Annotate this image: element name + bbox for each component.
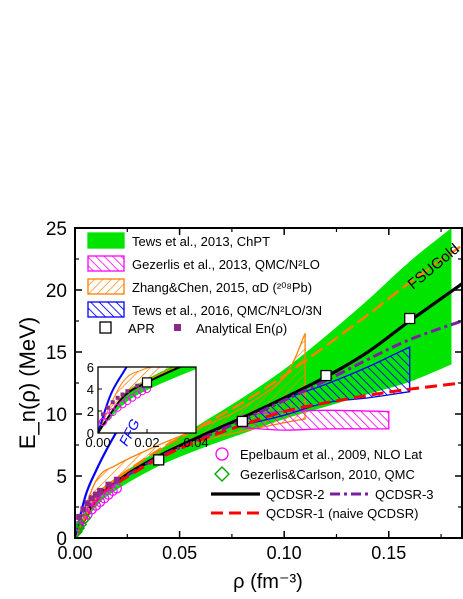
legend-analytical-label: Analytical En(ρ): [196, 321, 287, 336]
inset-plot: [98, 367, 196, 433]
x-tick-label: 0.05: [162, 543, 197, 563]
legend-analytical-marker: [174, 324, 181, 331]
legend-apr-label: APR: [128, 321, 155, 336]
inset-analytical-point: [115, 395, 120, 400]
legend-label: Zhang&Chen, 2015, αD (²⁰⁸Pb): [132, 280, 312, 295]
legend-label: QCDSR-3: [375, 487, 434, 502]
inset-y-tick-label: 2: [87, 404, 94, 419]
gezerlis-carlson-point: [75, 525, 84, 538]
y-tick-label: 0: [56, 529, 67, 550]
y-tick-label: 5: [56, 467, 67, 488]
analytical-point: [84, 500, 91, 507]
analytical-point: [80, 506, 87, 513]
analytical-point: [113, 476, 120, 483]
legend-apr-marker: [99, 321, 112, 334]
inset-x-tick-label: 0.02: [134, 435, 159, 450]
inset-ffg-line: [98, 367, 128, 433]
y-tick-label: 20: [46, 281, 67, 302]
y-tick-label: 15: [46, 343, 67, 364]
apr-point: [236, 415, 249, 428]
analytical-point: [92, 491, 99, 498]
inset-analytical-point: [110, 400, 115, 405]
x-axis-label: ρ (fm⁻³): [233, 571, 303, 593]
inset-analytical-point: [105, 405, 110, 410]
analytical-point: [105, 481, 112, 488]
legend-label: Gezerlis et al., 2013, QMC/N²LO: [132, 257, 320, 272]
legend-swatch: [87, 301, 125, 318]
inset-y-tick-label: 0: [87, 426, 94, 441]
apr-point: [153, 454, 165, 466]
analytical-point: [97, 487, 104, 494]
legend-swatch: [87, 255, 125, 272]
legend-label: Gezerlis&Carlson, 2010, QMC: [240, 467, 415, 482]
legend-label: Tews et al., 2016, QMC/N²LO/3N: [132, 303, 322, 318]
inset-analytical-point: [125, 389, 130, 394]
inset-analytical-point: [135, 383, 140, 388]
inset-y-tick-label: 4: [87, 382, 94, 397]
y-axis-label: E_n(ρ) (MeV): [15, 317, 40, 449]
band-chpt: [75, 228, 452, 538]
x-tick-label: 0.00: [57, 543, 92, 563]
y-tick-label: 25: [46, 219, 67, 240]
inset-apr-point: [141, 377, 153, 388]
legend-label: Tews et al., 2013, ChPT: [132, 234, 270, 249]
inset-y-tick-label: 6: [87, 360, 94, 375]
analytical-point: [76, 513, 83, 520]
inset-band-zhang-chen: [98, 367, 180, 433]
inset-x-tick-label: 0.00: [85, 435, 110, 450]
inset-epelbaum-point: [98, 418, 107, 426]
inset-epelbaum-point: [138, 387, 147, 396]
apr-point: [320, 369, 332, 382]
inset-analytical-point: [100, 412, 105, 417]
legend-gezerlis-carlson-marker: [214, 466, 230, 482]
analytical-point: [88, 495, 95, 502]
inset-epelbaum-point: [108, 408, 117, 417]
legend-label: QCDSR-1 (naive QCDSR): [266, 506, 418, 521]
legend-label: QCDSR-2: [266, 487, 325, 502]
inset-epelbaum-point: [103, 412, 112, 421]
legend-label: Epelbaum et al., 2009, NLO Lat: [240, 447, 423, 462]
epelbaum-point: [111, 483, 122, 494]
y-tick-label: 10: [46, 405, 67, 426]
legend-epelbaum-marker: [215, 447, 229, 461]
inset-analytical-point: [120, 392, 125, 397]
x-tick-label: 0.15: [371, 543, 406, 563]
apr-point: [404, 312, 416, 325]
x-tick-label: 0.10: [267, 543, 302, 563]
inset-x-tick-label: 0.04: [183, 435, 208, 450]
legend-swatch: [87, 232, 125, 249]
legend-swatch: [87, 278, 125, 295]
